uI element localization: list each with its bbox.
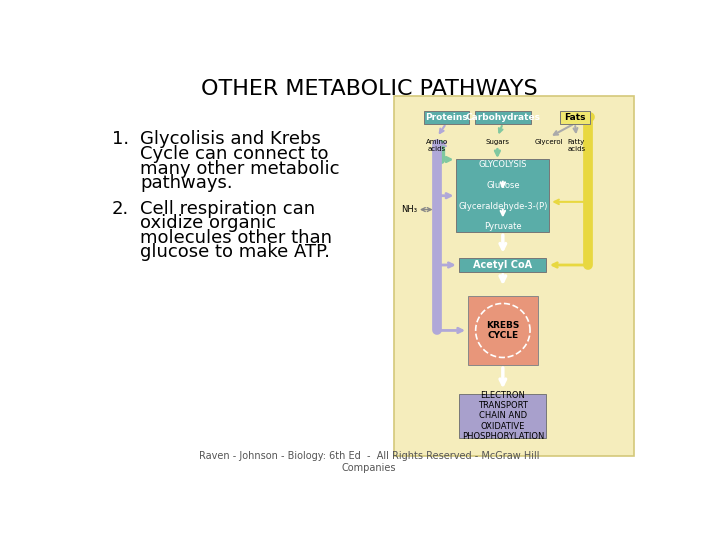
Text: pathways.: pathways. [140,174,233,192]
Text: Glycerol: Glycerol [535,139,564,145]
FancyBboxPatch shape [459,258,546,272]
Text: NH₃: NH₃ [402,205,418,214]
Text: Raven - Johnson - Biology: 6th Ed  -  All Rights Reserved - McGraw Hill
Companie: Raven - Johnson - Biology: 6th Ed - All … [199,451,539,473]
Text: Amino
acids: Amino acids [426,139,448,152]
Text: oxidize organic: oxidize organic [140,214,276,232]
Text: ELECTRON
TRANSPORT
CHAIN AND
OXIDATIVE
PHOSPHORYLATION: ELECTRON TRANSPORT CHAIN AND OXIDATIVE P… [462,390,544,441]
FancyBboxPatch shape [456,159,549,232]
Text: Glycolisis and Krebs: Glycolisis and Krebs [140,130,321,148]
FancyBboxPatch shape [394,96,634,456]
Text: KREBS
CYCLE: KREBS CYCLE [486,321,520,340]
FancyBboxPatch shape [560,111,590,124]
Text: Cell respiration can: Cell respiration can [140,200,315,218]
Text: Acetyl CoA: Acetyl CoA [473,260,532,270]
Text: Carbohydrates: Carbohydrates [465,113,540,122]
FancyBboxPatch shape [459,394,546,438]
FancyBboxPatch shape [475,111,531,124]
FancyBboxPatch shape [468,296,538,365]
Text: many other metabolic: many other metabolic [140,159,340,178]
FancyBboxPatch shape [424,111,469,124]
Text: glucose to make ATP.: glucose to make ATP. [140,244,330,261]
Text: 2.: 2. [112,200,129,218]
Text: GLYCOLYSIS

Glucose

Glyceraldehyde-3-(P)

Pyruvate: GLYCOLYSIS Glucose Glyceraldehyde-3-(P) … [458,160,547,232]
Text: Proteins: Proteins [425,113,468,122]
Text: Cycle can connect to: Cycle can connect to [140,145,329,163]
Text: 1.: 1. [112,130,129,148]
Text: molecules other than: molecules other than [140,229,333,247]
Text: Sugars: Sugars [485,139,510,145]
Text: Fats: Fats [564,113,585,122]
Text: OTHER METABOLIC PATHWAYS: OTHER METABOLIC PATHWAYS [201,79,537,99]
Text: Fatty
acids: Fatty acids [567,139,585,152]
